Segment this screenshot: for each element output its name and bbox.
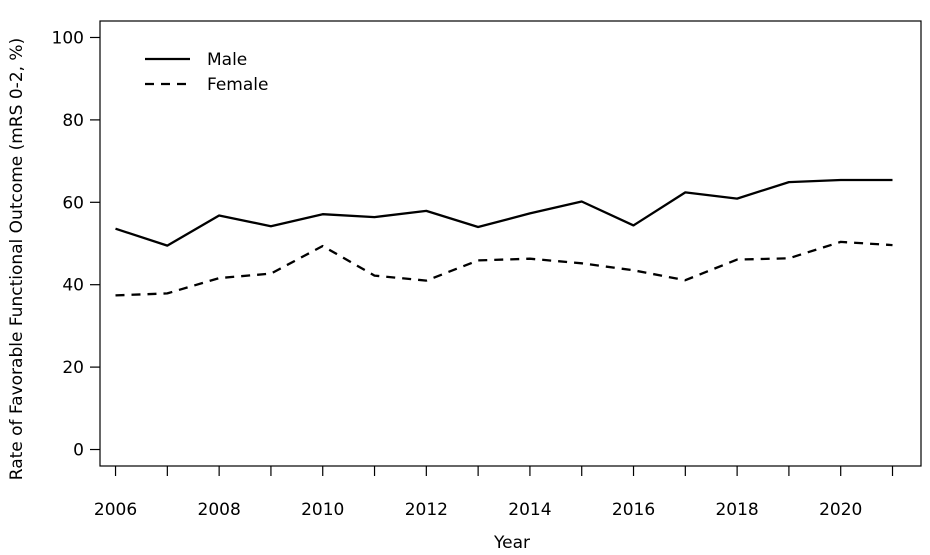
x-tick-label: 2018 [715, 500, 758, 520]
series-layer [115, 178, 893, 297]
series-line-male [115, 178, 893, 247]
y-tick-label: 80 [62, 111, 84, 131]
y-axis: 0 20 40 60 80 100 [52, 28, 100, 461]
plot-frame [99, 20, 922, 467]
legend-label-female: Female [207, 75, 268, 95]
x-tick-label: 2016 [612, 500, 655, 520]
y-axis-label: Rate of Favorable Functional Outcome (mR… [7, 38, 27, 480]
y-tick-label: 60 [62, 193, 84, 213]
x-axis: 2006 2008 2010 2012 2014 2016 2018 2020 [94, 466, 894, 520]
y-tick-label: 40 [62, 276, 84, 296]
x-tick-label: 2014 [508, 500, 551, 520]
x-tick-label: 2020 [819, 500, 862, 520]
x-tick-label: 2010 [301, 500, 344, 520]
y-tick-label: 0 [73, 441, 84, 461]
x-tick-label: 2012 [405, 500, 448, 520]
series-line-female [115, 240, 893, 297]
legend-label-male: Male [207, 50, 247, 70]
x-tick-label: 2008 [198, 500, 241, 520]
legend: Male Female [145, 50, 268, 95]
x-tick-label: 2006 [94, 500, 137, 520]
y-tick-label: 100 [52, 28, 84, 48]
y-tick-label: 20 [62, 358, 84, 378]
x-axis-label: Year [493, 533, 530, 553]
